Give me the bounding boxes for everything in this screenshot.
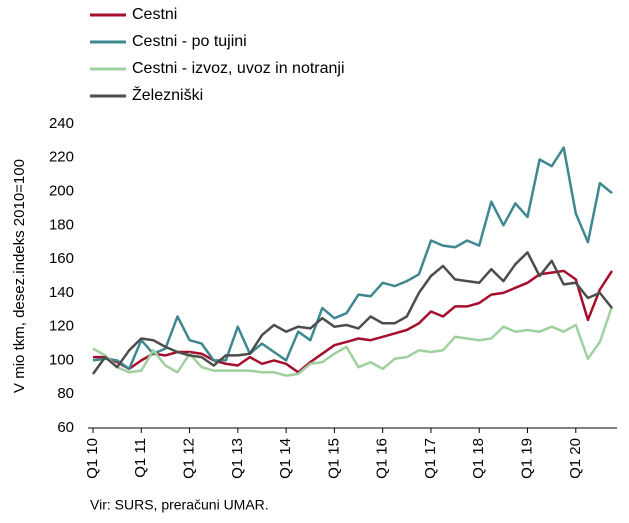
x-tick-label: Q1 11 [132,438,149,478]
y-tick-label: 160 [49,250,74,267]
x-tick-label: Q1 20 [567,438,584,479]
y-tick-label: 140 [49,284,74,301]
x-tick-label: Q1 10 [84,438,101,479]
series-line [92,305,614,377]
y-tick-label: 240 [49,115,74,132]
series-line [92,146,613,371]
legend-label: Cestni [132,6,177,23]
y-tick-label: 220 [49,149,74,166]
x-tick-label: Q1 12 [181,438,198,479]
x-tick-label: Q1 18 [470,438,487,479]
x-tick-label: Q1 15 [325,438,342,479]
x-tick-label: Q1 19 [518,438,535,479]
source: Vir: SURS, preračuni UMAR. [90,497,269,513]
y-tick-label: 120 [49,318,74,335]
x-tick-label: Q1 13 [229,438,246,479]
legend-label: Železniški [132,85,203,104]
y-tick-label: 80 [57,385,74,402]
y-tick-label: 200 [49,183,74,200]
x-tick-label: Q1 16 [374,438,391,479]
legend-label: Cestni - izvoz, uvoz in notranji [132,60,345,77]
series-line [91,251,613,375]
x-tick-label: Q1 14 [277,438,294,479]
x-tick-label: Q1 17 [422,438,439,479]
legend-label: Cestni - po tujini [132,33,247,50]
y-tick-label: 100 [49,351,74,368]
y-tick-label: 60 [57,419,74,436]
y-tick-label: 180 [49,216,74,233]
y-axis-label: V mio tkm, desez.indeks 2010=100 [11,159,28,393]
